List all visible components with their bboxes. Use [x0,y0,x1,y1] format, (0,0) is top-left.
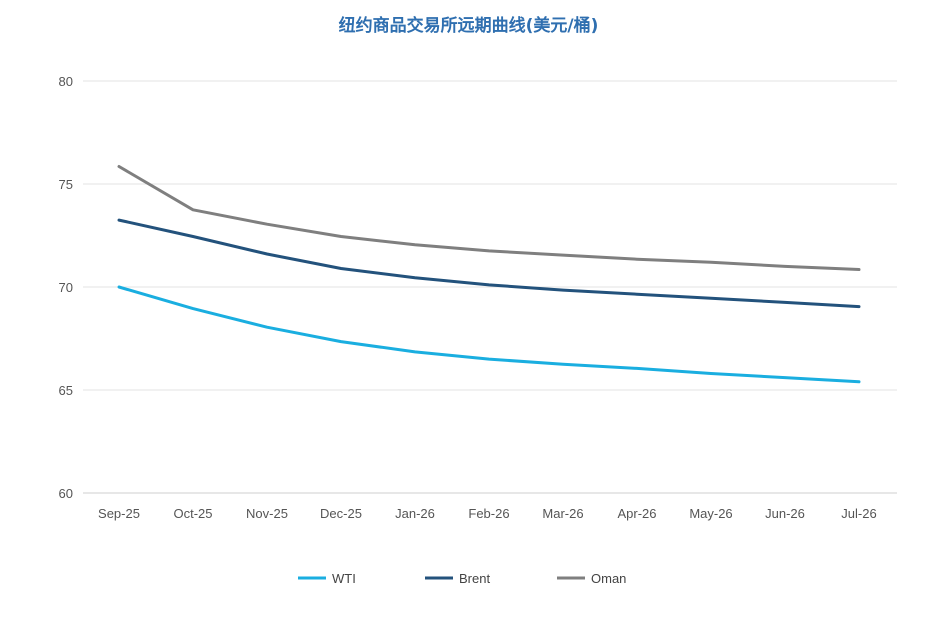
chart-title: 纽约商品交易所远期曲线(美元/桶) [338,16,599,36]
legend: WTI Brent Oman [298,571,626,586]
y-tick-label: 65 [59,383,73,398]
grid-lines [83,80,897,494]
axes: 60 65 70 75 80 Sep-25 Oct-25 Nov-25 Dec-25 Jan-26… [59,74,877,521]
legend-label-oman: Oman [591,571,626,586]
x-tick-label: Mar-26 [542,506,583,521]
x-tick-label: Oct-25 [173,506,212,521]
y-tick-label: 75 [59,177,73,192]
series-lines [117,165,861,384]
x-tick-label: Sep-25 [98,506,140,521]
x-tick-label: Feb-26 [468,506,509,521]
legend-label-wti: WTI [332,571,356,586]
x-tick-label: Jul-26 [841,506,876,521]
x-tick-label: Jan-26 [395,506,435,521]
series-line-wti [117,285,861,384]
x-tick-label: Jun-26 [765,506,805,521]
x-tick-label: Apr-26 [617,506,656,521]
series-line-brent [117,218,861,309]
y-tick-label: 70 [59,280,73,295]
x-tick-label: May-26 [689,506,732,521]
series-line-oman [117,165,861,271]
y-tick-label: 80 [59,74,73,89]
x-tick-label: Dec-25 [320,506,362,521]
y-tick-label: 60 [59,486,73,501]
legend-label-brent: Brent [459,571,490,586]
x-tick-label: Nov-25 [246,506,288,521]
